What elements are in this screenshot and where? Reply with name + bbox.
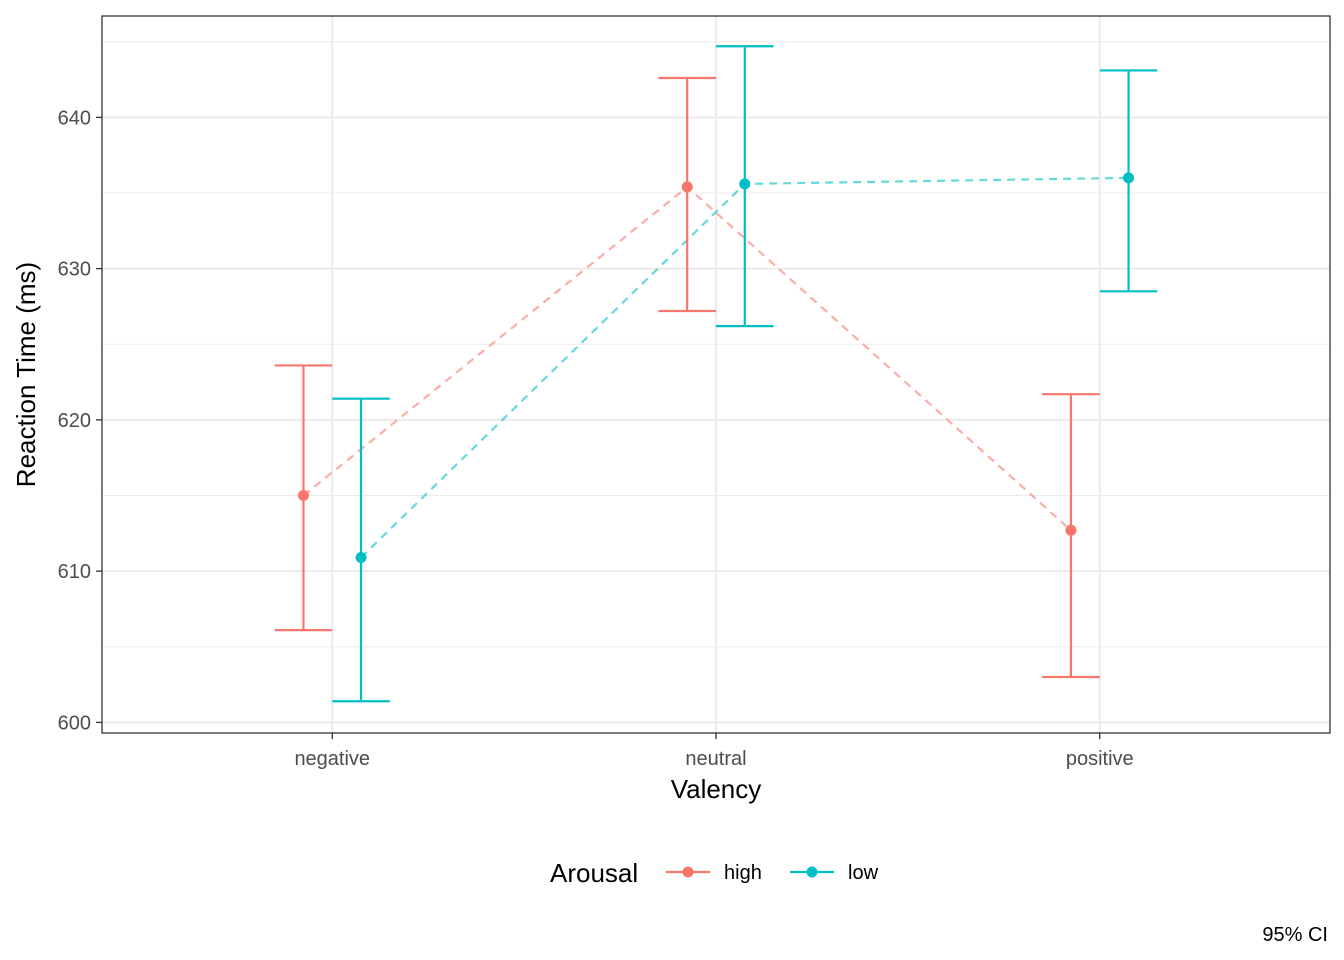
legend-key-point xyxy=(806,866,818,878)
point-high xyxy=(681,181,693,193)
x-tick-label: neutral xyxy=(685,748,746,770)
error-bar-low xyxy=(332,397,390,703)
x-axis: negative neutral positive xyxy=(294,733,1134,770)
legend-item-low: low xyxy=(790,862,879,884)
y-tick-label: 620 xyxy=(58,410,91,432)
x-axis-title: Valency xyxy=(671,774,762,804)
y-axis-title: Reaction Time (ms) xyxy=(11,262,41,487)
series-points xyxy=(297,172,1135,564)
error-bar-high xyxy=(658,76,716,313)
x-tick-label: negative xyxy=(294,748,370,770)
x-tick-label: positive xyxy=(1066,748,1134,770)
legend-title: Arousal xyxy=(550,858,638,888)
y-axis: 600 610 620 630 640 xyxy=(58,107,102,734)
grid-major xyxy=(102,16,1330,733)
y-tick-label: 600 xyxy=(58,712,91,734)
legend: Arousal high low xyxy=(550,858,879,888)
legend-key-point xyxy=(682,866,694,878)
point-high xyxy=(1065,524,1077,536)
caption: 95% CI xyxy=(1262,924,1328,946)
legend-item-high: high xyxy=(666,862,762,884)
legend-label: low xyxy=(848,862,879,884)
y-tick-label: 610 xyxy=(58,561,91,583)
y-tick-label: 630 xyxy=(58,259,91,281)
point-high xyxy=(297,490,309,502)
legend-label: high xyxy=(724,862,762,884)
point-low xyxy=(355,552,367,564)
point-low xyxy=(739,178,751,190)
y-tick-label: 640 xyxy=(58,107,91,129)
point-low xyxy=(1123,172,1135,184)
